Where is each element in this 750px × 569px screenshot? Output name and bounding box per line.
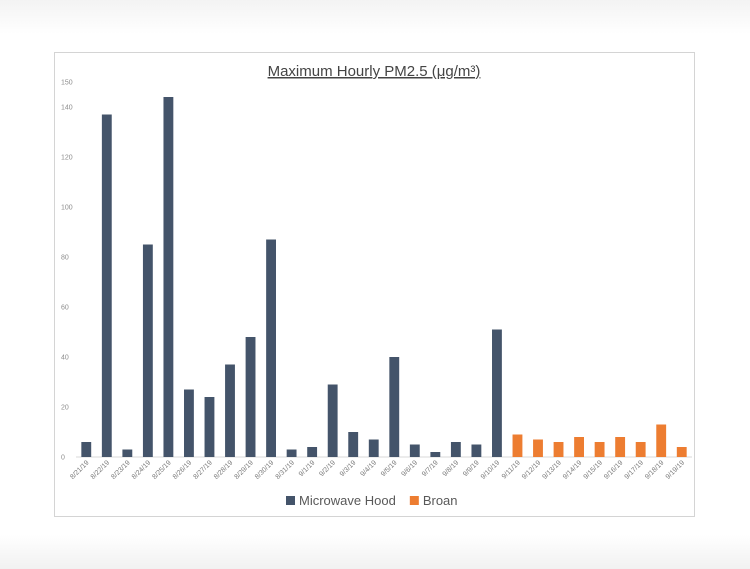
x-tick-label: 9/16/19 (603, 459, 625, 481)
x-tick-label: 9/7/19 (421, 459, 440, 478)
bar-broan (533, 439, 543, 457)
bar-microwave-hood (389, 357, 400, 457)
x-tick-label: 9/3/19 (339, 459, 358, 478)
y-tick-label: 150 (61, 80, 73, 87)
y-tick-label: 120 (61, 155, 73, 162)
x-tick-label: 8/27/19 (192, 459, 214, 481)
x-tick-label: 8/26/19 (172, 459, 194, 481)
x-tick-label: 8/29/19 (233, 459, 255, 481)
bar-broan (676, 447, 687, 457)
bar-microwave-hood (142, 244, 153, 457)
y-tick-label: 140 (61, 105, 73, 112)
bar-microwave-hood (225, 364, 235, 457)
legend-label: Microwave Hood (299, 493, 396, 508)
x-tick-label: 9/9/19 (462, 459, 481, 478)
x-tick-label: 9/17/19 (624, 459, 646, 481)
bar-microwave-hood (204, 397, 215, 457)
bar-microwave-hood (450, 442, 461, 457)
x-tick-label: 8/31/19 (275, 459, 297, 481)
bar-microwave-hood (348, 432, 359, 457)
bar-microwave-hood (245, 337, 256, 457)
x-tick-label: 9/2/19 (318, 459, 337, 478)
x-tick-label: 9/6/19 (400, 459, 419, 478)
bar-microwave-hood (266, 239, 276, 457)
y-tick-label: 80 (61, 255, 69, 262)
bar-microwave-hood (81, 442, 92, 457)
bar-broan (635, 442, 646, 457)
bar-microwave-hood (122, 449, 133, 457)
bar-microwave-hood (492, 329, 502, 457)
x-axis-labels: 8/21/19 8/22/19 8/23/19 8/24/19 8/25/19 8/26/… (69, 459, 686, 481)
x-tick-label: 9/5/19 (380, 459, 399, 478)
x-tick-label: 8/23/19 (110, 459, 132, 481)
x-tick-label: 8/24/19 (131, 459, 153, 481)
x-tick-label: 9/14/19 (562, 459, 584, 481)
bar-broan (553, 442, 564, 457)
bar-microwave-hood (368, 439, 379, 457)
bar-broan (574, 437, 584, 457)
chart-title: Maximum Hourly PM2.5 (μg/m³) (268, 63, 481, 80)
y-tick-label: 20 (61, 405, 69, 412)
x-tick-label: 9/15/19 (583, 459, 605, 481)
x-tick-label: 8/25/19 (151, 459, 173, 481)
legend-label: Broan (423, 493, 458, 508)
x-tick-label: 8/30/19 (254, 459, 276, 481)
y-tick-label: 100 (61, 205, 73, 212)
y-tick-label: 40 (61, 355, 69, 362)
x-tick-label: 8/21/19 (69, 459, 91, 481)
bar-microwave-hood (163, 97, 174, 457)
bar-microwave-hood (430, 452, 441, 457)
x-tick-label: 9/12/19 (521, 459, 543, 481)
legend-swatch (286, 496, 295, 505)
bar-microwave-hood (101, 114, 112, 457)
bar-microwave-hood (327, 384, 338, 457)
x-tick-label: 8/22/19 (90, 459, 112, 481)
x-tick-label: 9/8/19 (442, 459, 461, 478)
x-tick-label: 9/19/19 (665, 459, 687, 481)
bar-microwave-hood (184, 389, 194, 457)
bar-broan (594, 442, 605, 457)
bar-microwave-hood (471, 444, 482, 457)
bar-broan (615, 437, 626, 457)
x-tick-label: 8/28/19 (213, 459, 235, 481)
bar-microwave-hood (409, 444, 420, 457)
bar-microwave-hood (286, 449, 297, 457)
bar-microwave-hood (307, 447, 318, 457)
y-tick-label: 60 (61, 305, 69, 312)
bar-broan (512, 434, 523, 457)
x-tick-label: 9/13/19 (541, 459, 563, 481)
x-tick-label: 9/10/19 (480, 459, 502, 481)
legend-swatch (409, 496, 419, 505)
x-tick-label: 9/18/19 (644, 459, 666, 481)
legend: Microwave Hood Broan (286, 493, 458, 508)
x-tick-label: 9/11/19 (501, 459, 522, 480)
x-tick-label: 9/4/19 (359, 459, 378, 478)
x-tick-label: 9/1/19 (298, 459, 317, 478)
bar-broan (656, 424, 667, 457)
y-tick-label: 0 (61, 455, 65, 462)
bars (81, 97, 687, 457)
y-axis: 0 20 40 60 80 100 120 140 150 (61, 80, 73, 462)
